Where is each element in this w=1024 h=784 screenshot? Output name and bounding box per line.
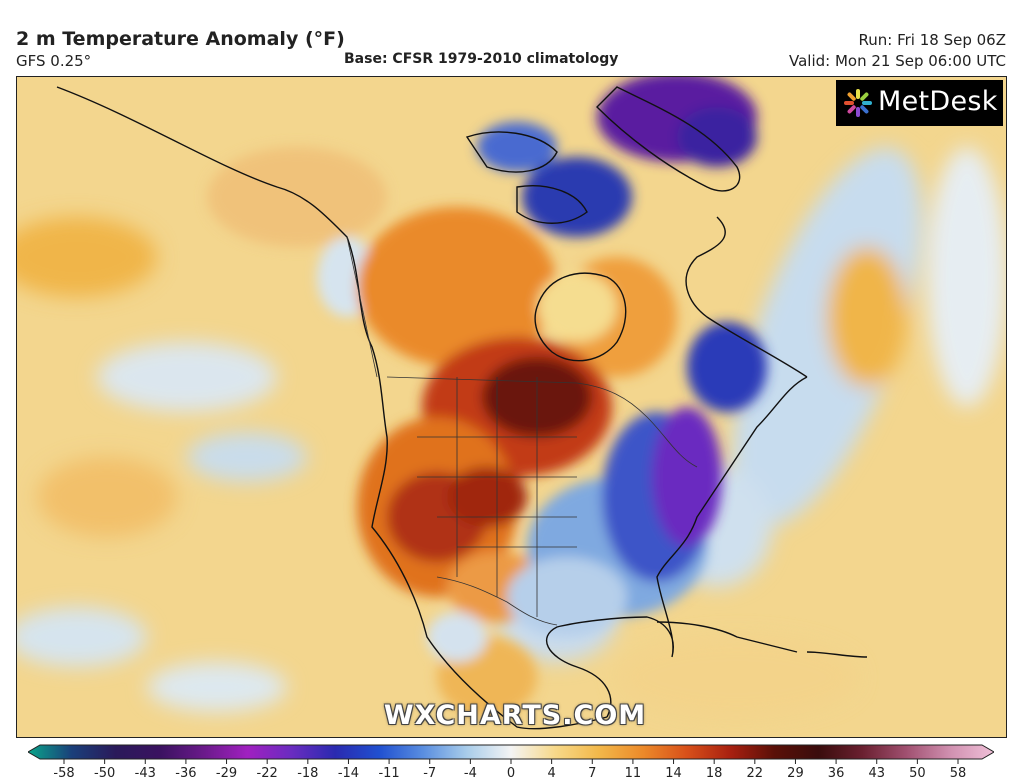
valid-time: Valid: Mon 21 Sep 06:00 UTC — [789, 52, 1006, 70]
coastlines — [56, 86, 868, 730]
colorbar-label: -43 — [134, 766, 156, 781]
colorbar-label: 22 — [746, 766, 764, 781]
colorbar-scale — [27, 744, 995, 764]
hispaniola-coastline — [806, 651, 868, 658]
colorbar-label: 4 — [547, 766, 556, 781]
colorbar-label: 18 — [705, 766, 723, 781]
arctic-island-coastline — [465, 131, 558, 173]
colorbar-label: 11 — [624, 766, 642, 781]
colorbar: -58 -50 -43 -36 -29 -22 -18 -14 -11 -7 -4 0 4 7 11 14 18… — [27, 741, 995, 784]
us-mexico-border — [436, 576, 558, 626]
maritimes-cold — [687, 322, 767, 412]
colorbar-label: -4 — [463, 766, 477, 781]
colorbar-label: 50 — [909, 766, 926, 781]
colorbar-label: -7 — [423, 766, 437, 781]
arctic-islands-cold-2 — [477, 122, 557, 172]
labrador-coastline — [685, 216, 808, 378]
chart-header: 2 m Temperature Anomaly (°F) GFS 0.25° B… — [0, 0, 1024, 76]
pacific-warm-band — [17, 217, 157, 297]
caribbean-warm — [617, 637, 857, 717]
metdesk-logo: MetDesk — [836, 80, 1003, 126]
colorbar-label: 7 — [588, 766, 597, 781]
canada-warm — [357, 207, 557, 367]
metdesk-logo-icon — [844, 89, 872, 117]
colorbar-label: 29 — [787, 766, 804, 781]
colorbar-label: 36 — [827, 766, 845, 781]
colorbar-label: 0 — [506, 766, 516, 781]
colorbar-labels: -58 -50 -43 -36 -29 -22 -18 -14 -11 -7 -4 0 4 7 11 14 18… — [28, 766, 994, 784]
colorbar-label: 14 — [665, 766, 682, 781]
hudson-bay-mild — [537, 272, 617, 342]
colorbar-label: -58 — [53, 766, 75, 781]
climatology-base: Base: CFSR 1979-2010 climatology — [344, 51, 619, 67]
temperature-anomaly-map[interactable] — [16, 76, 1007, 738]
run-time: Run: Fri 18 Sep 06Z — [858, 31, 1006, 49]
arctic-island-coastline-2 — [516, 185, 588, 224]
colorbar-gradient — [27, 744, 995, 760]
us-canada-border — [386, 376, 698, 468]
anomaly-field — [17, 147, 1006, 717]
political-borders — [346, 236, 698, 626]
arctic-islands-cold — [522, 157, 632, 237]
atlantic-coastline — [545, 376, 808, 718]
atlantic-cool-3 — [927, 147, 1006, 407]
cuba-coastline — [656, 621, 798, 653]
us-state-borders-vertical — [456, 377, 538, 617]
hudson-bay-coastline — [534, 272, 627, 362]
colorbar-label: -22 — [256, 766, 278, 781]
colorbar-label: -18 — [297, 766, 319, 781]
colorbar-label: -14 — [337, 766, 360, 781]
colorbar-label: -50 — [94, 766, 116, 781]
alaska-border — [346, 236, 378, 378]
greenland-coastline — [596, 86, 741, 192]
colorbar-label: 43 — [868, 766, 885, 781]
pacific-cool-patch-4 — [147, 662, 287, 712]
atlantic-cool — [732, 147, 922, 527]
colorbar-label: -36 — [175, 766, 197, 781]
pacific-cool-patch — [97, 342, 277, 412]
pacific-coastline — [56, 86, 608, 730]
colorbar-label: -29 — [215, 766, 238, 781]
pacific-cool-patch-2 — [187, 432, 307, 482]
greenland-cold-core — [677, 107, 757, 167]
colorbar-label: -11 — [378, 766, 400, 781]
wxcharts-watermark: WXCHARTS.COM — [383, 700, 647, 731]
colorbar-label: 58 — [949, 766, 967, 781]
northeast-very-cold — [652, 407, 722, 547]
pacific-warm-band-2 — [37, 457, 177, 537]
mexico-cool — [427, 612, 487, 662]
model-label: GFS 0.25° — [16, 52, 92, 70]
atlantic-warm — [827, 247, 907, 387]
metdesk-logo-text: MetDesk — [878, 86, 998, 117]
chart-title: 2 m Temperature Anomaly (°F) — [16, 28, 345, 50]
alaska-anomaly — [207, 147, 387, 247]
rockies-hot — [447, 467, 527, 527]
pacific-cool-patch-3 — [17, 607, 147, 667]
